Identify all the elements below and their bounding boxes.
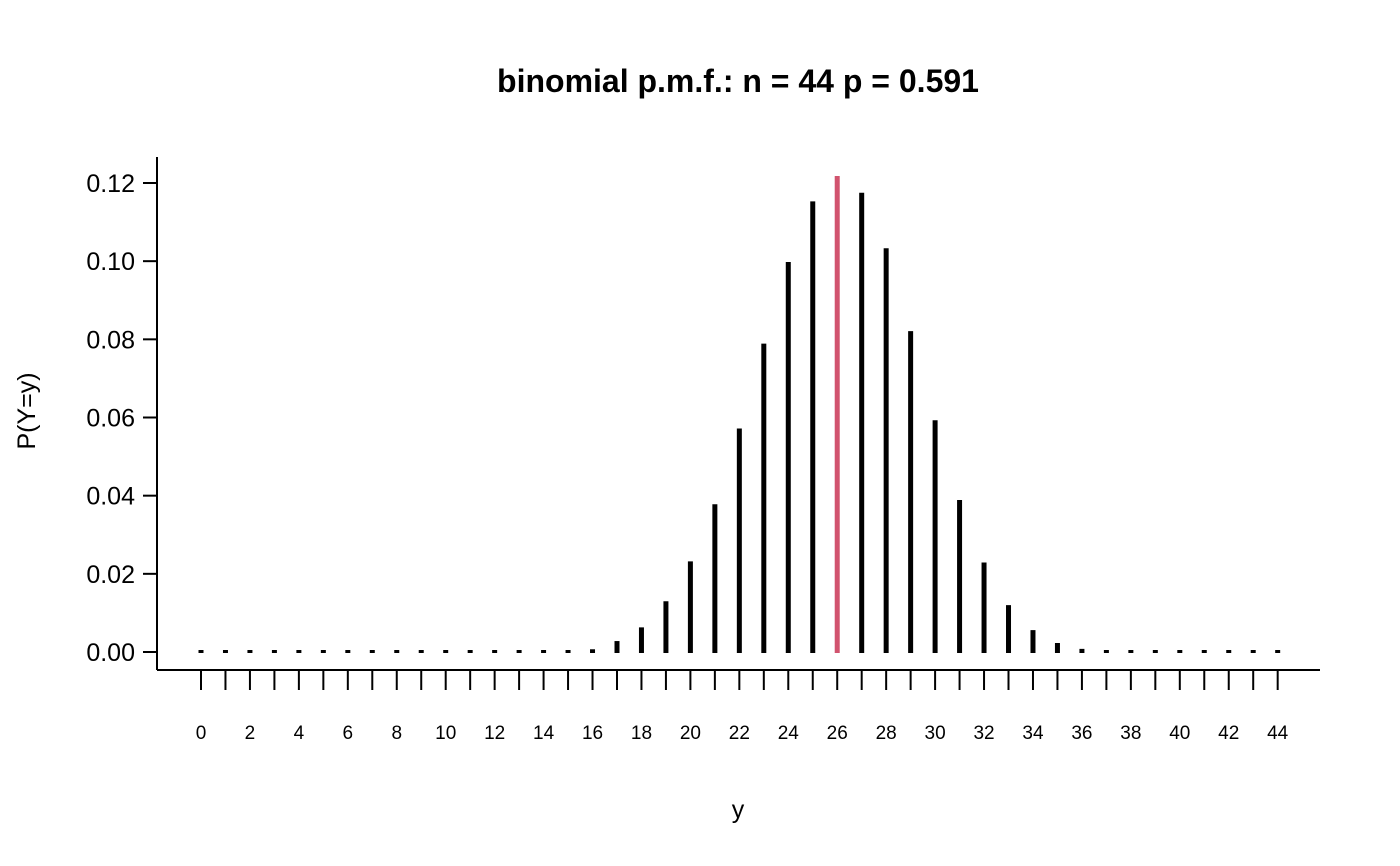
x-tick-label: 12 [484,723,505,744]
y-tick-label: 0.10 [86,248,135,276]
x-tick-label: 32 [973,723,994,744]
x-tick-label: 40 [1169,723,1190,744]
x-tick-label: 42 [1218,723,1239,744]
x-axis: 0 2 4 6 8 10 12 14 16 18 20 22 24 26 28 30 32 34 36 38 40 42 4… [157,669,1320,744]
x-tick-label: 28 [876,723,897,744]
y-tick-label: 0.02 [86,561,135,589]
x-tick-label: 6 [343,723,354,744]
x-tick-label: 8 [391,723,402,744]
y-tick-label: 0.08 [86,326,135,354]
y-axis-label: P(Y=y) [13,372,41,449]
x-tick-label: 36 [1071,723,1092,744]
y-tick-label: 0.06 [86,405,135,433]
x-tick-label: 44 [1267,723,1289,744]
y-axis: 0.00 0.02 0.04 0.06 0.08 0.10 0.12 [86,157,158,670]
bars-group [198,175,1281,653]
chart-title: binomial p.m.f.: n = 44 p = 0.591 [497,63,979,99]
x-tick-label: 0 [196,723,207,744]
x-tick-label: 26 [827,723,848,744]
x-tick-label: 4 [294,723,305,744]
x-axis-label: y [732,796,745,824]
x-tick-label: 14 [533,723,555,744]
x-tick-label: 30 [925,723,946,744]
x-tick-label: 38 [1120,723,1141,744]
y-tick-label: 0.12 [86,170,135,198]
x-tick-label: 20 [680,723,701,744]
x-tick-label: 18 [631,723,652,744]
y-tick-label: 0.04 [86,483,135,511]
x-tick-label: 34 [1022,723,1044,744]
x-tick-label: 2 [245,723,256,744]
x-tick-label: 16 [582,723,603,744]
x-tick-label: 24 [778,723,800,744]
y-tick-label: 0.00 [86,639,135,667]
x-tick-label: 10 [435,723,456,744]
x-tick-label: 22 [729,723,750,744]
